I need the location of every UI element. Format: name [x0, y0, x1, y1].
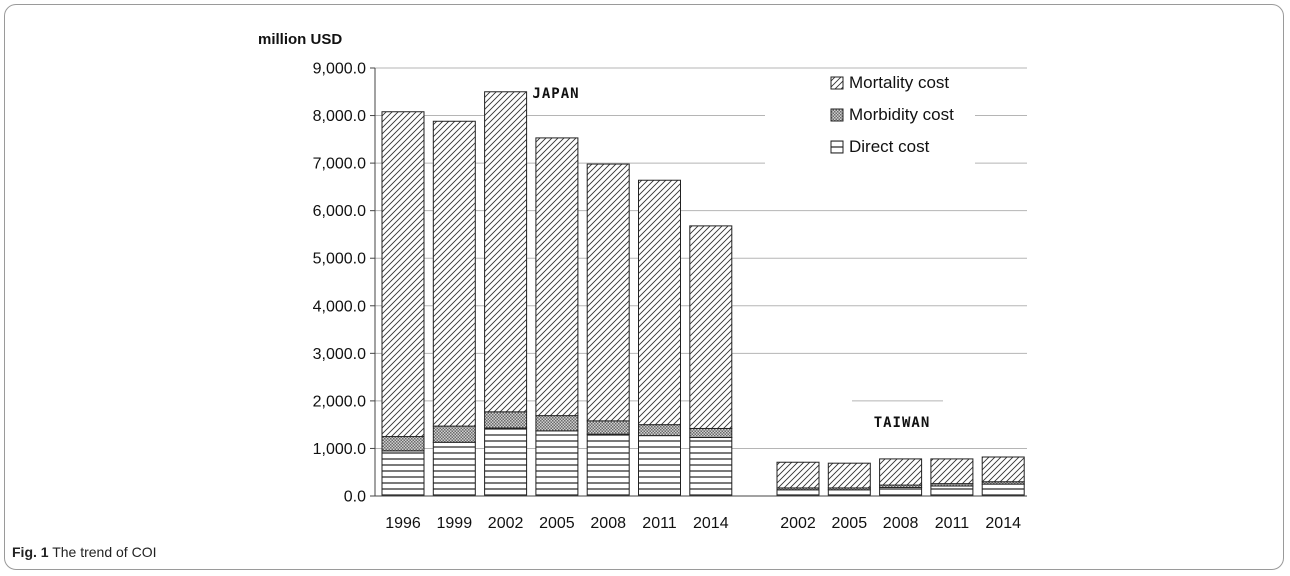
y-tick-label: 2,000.0: [313, 393, 366, 410]
x-tick-label: 1999: [437, 515, 473, 532]
figure-caption-text: The trend of COI: [52, 544, 157, 560]
x-tick-label: 2014: [985, 515, 1021, 532]
figure-number: Fig. 1: [12, 544, 49, 560]
y-tick-label: 6,000.0: [313, 203, 366, 220]
bar-segment: [879, 458, 923, 486]
x-tick-label: 2008: [590, 515, 626, 532]
x-tick-label: 2008: [883, 515, 919, 532]
bar-segment: [586, 163, 630, 422]
bar-segment: [586, 433, 630, 497]
bar-segment: [930, 485, 974, 497]
x-tick-label: 2014: [693, 515, 729, 532]
figure-caption: Fig. 1 The trend of COI: [12, 544, 156, 560]
bar-segment: [381, 436, 425, 452]
bar-segment: [432, 425, 476, 443]
y-axis-label: million USD: [258, 31, 342, 48]
y-tick-label: 9,000.0: [313, 61, 366, 78]
bar-segment: [776, 489, 820, 497]
legend-label: Mortality cost: [849, 73, 949, 92]
y-tick-label: 8,000.0: [313, 108, 366, 125]
group-label: TAIWAN: [874, 415, 931, 431]
bar-segment: [689, 427, 733, 439]
legend-label: Direct cost: [849, 137, 930, 156]
x-tick-label: 2011: [642, 515, 677, 532]
bar-segment: [432, 120, 476, 427]
bar-segment: [381, 450, 425, 497]
y-tick-label: 0.0: [344, 489, 366, 506]
bar-segment: [638, 435, 681, 497]
bar-segment: [827, 489, 871, 497]
y-tick-label: 7,000.0: [313, 156, 366, 173]
bar-segment: [689, 225, 733, 429]
y-tick-label: 3,000.0: [313, 346, 366, 363]
x-tick-label: 2011: [935, 515, 970, 532]
bar-segment: [827, 462, 871, 489]
bar-segment: [535, 430, 579, 497]
x-tick-label: 2002: [488, 515, 524, 532]
axes: [370, 67, 1027, 497]
bars: [381, 91, 1025, 497]
legend-swatch: [830, 140, 844, 154]
x-tick-label: 2005: [832, 515, 868, 532]
bar-segment: [484, 411, 528, 429]
bar-segment: [981, 456, 1025, 483]
bar-segment: [776, 461, 820, 489]
legend-label: Morbidity cost: [849, 105, 954, 124]
grid-lines: [375, 67, 1027, 449]
labels: 0.0 1,000.0 2,000.0 3,000.0 4,000.0 5,000.0 6,…: [258, 31, 1021, 532]
legend: Mortality cost Morbidity cost Direct cost: [830, 73, 954, 156]
bar-segment: [535, 137, 579, 417]
x-tick-label: 2002: [780, 515, 816, 532]
legend-swatch: [830, 76, 844, 90]
y-tick-label: 4,000.0: [313, 298, 366, 315]
bar-segment: [484, 91, 528, 413]
x-tick-label: 1996: [385, 515, 421, 532]
bar-segment: [638, 179, 681, 426]
y-tick-label: 1,000.0: [313, 441, 366, 458]
bar-segment: [879, 486, 923, 497]
legend-swatch: [830, 108, 844, 122]
bar-segment: [981, 483, 1025, 497]
bar-segment: [381, 111, 425, 438]
bar-segment: [535, 415, 579, 432]
bar-segment: [586, 420, 630, 435]
bar-segment: [432, 441, 476, 497]
bar-segment: [638, 424, 681, 437]
bar-segment: [689, 437, 733, 497]
group-label: JAPAN: [532, 86, 579, 102]
bar-segment: [484, 427, 528, 497]
y-tick-label: 5,000.0: [313, 251, 366, 268]
x-tick-label: 2005: [539, 515, 575, 532]
bar-segment: [930, 458, 974, 485]
